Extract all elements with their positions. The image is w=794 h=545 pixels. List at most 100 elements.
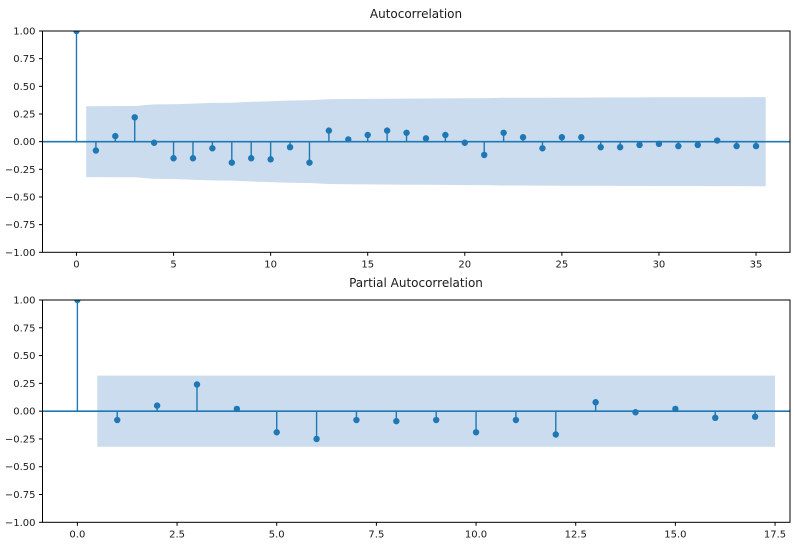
data-point	[597, 143, 604, 151]
data-point	[403, 129, 410, 136]
data-point	[189, 155, 197, 162]
data-point	[632, 409, 639, 416]
data-point	[558, 134, 566, 141]
data-point	[313, 435, 320, 443]
y-tick-label: 1.00	[13, 27, 35, 38]
data-point	[248, 155, 255, 162]
data-point	[112, 132, 119, 140]
data-point	[306, 159, 313, 166]
data-point	[114, 416, 121, 424]
y-axis: 1.00 0.75 0.50 0.25 0.00 −0.25 −0.50 −0.75 −1.00	[5, 296, 43, 529]
data-point	[675, 142, 682, 150]
data-point	[481, 151, 488, 159]
data-point	[442, 131, 449, 139]
data-point	[74, 300, 81, 304]
x-tick-label: 15	[361, 259, 374, 270]
marker-series	[73, 31, 760, 166]
y-tick-label: 0.25	[13, 379, 35, 390]
y-tick-label: 0.50	[13, 351, 35, 362]
data-point	[345, 136, 352, 143]
data-point	[519, 134, 527, 141]
y-tick-label: −0.25	[5, 165, 36, 176]
y-tick-label: 0.75	[13, 54, 35, 65]
data-point	[153, 402, 161, 409]
y-tick-label: 0.25	[13, 109, 35, 120]
x-tick-label: 12.5	[565, 529, 587, 540]
x-tick-label: 10.0	[465, 529, 487, 540]
y-tick-label: 0.00	[13, 407, 35, 418]
data-point	[92, 147, 100, 154]
data-point	[228, 159, 236, 166]
data-point	[150, 139, 158, 146]
data-point	[752, 142, 760, 150]
data-point	[578, 134, 585, 141]
data-point	[512, 416, 520, 424]
marker-series	[74, 300, 759, 443]
data-point	[472, 429, 480, 436]
data-point	[325, 127, 333, 134]
x-tick-label: 5.0	[269, 529, 285, 540]
data-point	[73, 31, 80, 35]
data-point	[712, 414, 719, 422]
y-tick-label: −0.75	[5, 220, 36, 231]
data-point	[500, 129, 507, 136]
pacf-title: Partial Autocorrelation	[349, 276, 483, 290]
x-tick-label: 35	[750, 259, 763, 270]
data-point	[751, 413, 759, 420]
data-point	[616, 143, 624, 151]
acf-title: Autocorrelation	[369, 7, 463, 21]
x-tick-label: 25	[555, 259, 568, 270]
pacf-plot: 0.0 2.5 5.0 7.5 10.0 12.5 15.0 17.5 1.00 0.75 0.50…	[5, 296, 791, 540]
data-point	[422, 135, 430, 142]
y-tick-label: −1.00	[5, 518, 36, 529]
x-axis: 0 5 10 15 20 25 30 35	[73, 252, 762, 270]
data-point	[353, 416, 360, 424]
data-point	[432, 416, 440, 424]
data-point	[286, 143, 294, 151]
data-point	[592, 399, 599, 406]
data-point	[233, 405, 241, 413]
data-point	[273, 429, 280, 436]
y-tick-label: 0.50	[13, 82, 35, 93]
x-tick-label: 7.5	[368, 529, 384, 540]
x-tick-label: 0	[73, 259, 79, 270]
y-axis: 1.00 0.75 0.50 0.25 0.00 −0.25 −0.50 −0.75 −1.00	[5, 27, 43, 259]
y-tick-label: −0.50	[5, 462, 36, 473]
data-point	[552, 431, 559, 438]
y-tick-label: −1.00	[5, 248, 36, 259]
y-tick-label: 0.75	[13, 323, 35, 334]
x-tick-label: 5	[170, 259, 176, 270]
acf-plot: 0 5 10 15 20 25 30 35 1.00 0.75 0.50 0.25 0.00 −0.25 −…	[5, 27, 791, 270]
y-tick-label: −0.25	[5, 434, 36, 445]
y-tick-label: 0.00	[13, 137, 35, 148]
x-axis: 0.0 2.5 5.0 7.5 10.0 12.5 15.0 17.5	[69, 522, 786, 540]
data-point	[170, 155, 177, 162]
data-point	[393, 417, 400, 425]
data-point	[713, 137, 721, 144]
x-tick-label: 17.5	[764, 529, 786, 540]
x-tick-label: 0.0	[69, 529, 85, 540]
data-point	[193, 381, 201, 388]
data-point	[383, 127, 391, 134]
data-point	[672, 405, 679, 413]
data-point	[209, 145, 216, 152]
y-tick-label: −0.75	[5, 490, 36, 501]
x-tick-label: 10	[264, 259, 277, 270]
data-point	[267, 156, 274, 163]
data-point	[364, 131, 371, 139]
x-tick-label: 15.0	[664, 529, 686, 540]
y-tick-label: 1.00	[13, 296, 35, 307]
data-point	[694, 141, 701, 149]
data-point	[461, 139, 468, 146]
y-tick-label: −0.50	[5, 192, 36, 203]
data-point	[539, 145, 546, 152]
data-point	[636, 141, 643, 149]
x-tick-label: 30	[653, 259, 666, 270]
data-point	[733, 142, 740, 150]
data-point	[131, 114, 138, 121]
x-tick-label: 2.5	[169, 529, 185, 540]
data-point	[655, 140, 663, 148]
x-tick-label: 20	[458, 259, 471, 270]
